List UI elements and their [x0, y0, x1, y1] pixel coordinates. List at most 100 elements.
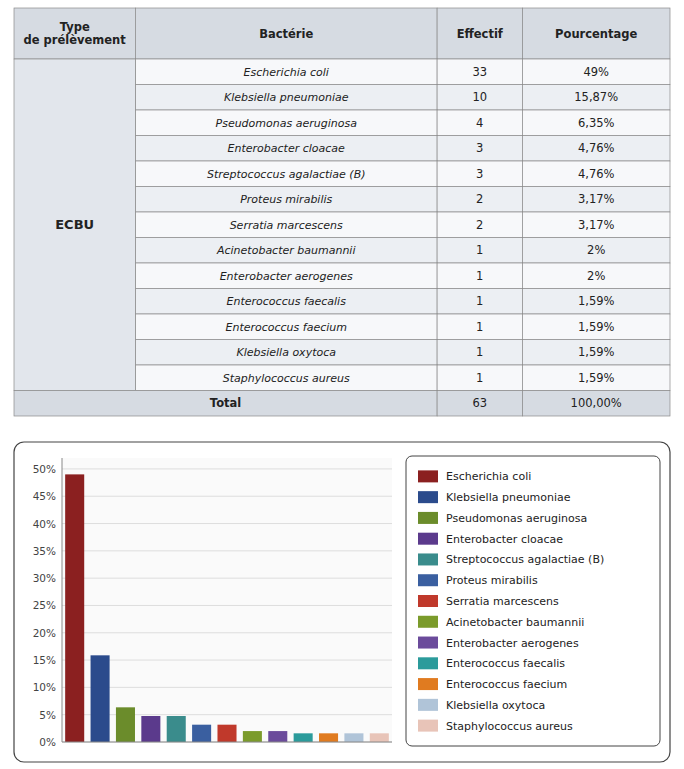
legend-label: Klebsiella oxytoca — [446, 699, 545, 712]
y-tick-label: 0% — [39, 736, 56, 748]
table-cell — [437, 161, 522, 187]
table-cell — [135, 212, 437, 238]
cell-text-line: 1,59% — [578, 371, 615, 385]
column-header: Typede prélèvement — [24, 20, 127, 48]
chart: 0%5%10%15%20%25%30%35%40%45%50%Escherich… — [14, 442, 670, 762]
cell-text-line: 2% — [587, 243, 605, 257]
cell-text-line: Serratia marcescens — [230, 219, 343, 232]
grid-line — [62, 578, 392, 579]
table-cell — [14, 391, 437, 417]
table-cell — [522, 59, 670, 85]
y-tick-label: 5% — [39, 709, 56, 721]
cell-text: Enterococcus faecium — [225, 321, 347, 334]
legend-swatch — [418, 699, 438, 711]
table-cell — [437, 212, 522, 238]
cell-text-line: 2 — [476, 218, 483, 232]
table-cell — [135, 85, 437, 111]
cell-text-line: 1 — [476, 243, 483, 257]
cell-text-line: 3,17% — [578, 218, 615, 232]
total-value: 63 — [472, 396, 487, 410]
cell-text-line: 2 — [476, 192, 483, 206]
cell-text-line: 1,59% — [578, 345, 615, 359]
table-cell — [522, 314, 670, 340]
table-cell — [437, 263, 522, 289]
grid-line — [62, 550, 392, 551]
table-cell — [135, 187, 437, 213]
page: Typede prélèvementBactérieEffectifPource… — [0, 0, 684, 769]
cell-text-line: 33 — [472, 65, 487, 79]
table-cell — [135, 8, 437, 59]
cell-text: 2% — [587, 269, 605, 283]
cell-text: 3 — [476, 141, 483, 155]
cell-text: 1 — [476, 320, 483, 334]
cell-text: 1 — [476, 371, 483, 385]
bar — [294, 733, 313, 742]
legend-box — [406, 456, 660, 746]
bar — [167, 716, 186, 742]
table-cell — [135, 314, 437, 340]
cell-text: 15,87% — [574, 90, 618, 104]
cell-text: 1 — [476, 269, 483, 283]
table-cell — [135, 238, 437, 264]
table-cell — [437, 136, 522, 162]
y-tick-label: 50% — [33, 463, 56, 475]
cell-text-line: Proteus mirabilis — [240, 193, 332, 206]
bar — [243, 731, 262, 742]
cell-text-line: Acinetobacter baumannii — [216, 244, 356, 257]
total-value: 100,00% — [571, 396, 622, 410]
cell-text-line: 1 — [476, 294, 483, 308]
cell-text: Streptococcus agalactiae (B) — [207, 168, 366, 181]
cell-text: 1,59% — [578, 371, 615, 385]
cell-text: 49% — [583, 65, 609, 79]
table-cell — [522, 212, 670, 238]
table-cell — [135, 340, 437, 366]
cell-text-line: Total — [210, 396, 241, 410]
legend-swatch — [418, 616, 438, 628]
y-tick-label: 30% — [33, 572, 56, 584]
legend-swatch — [418, 595, 438, 607]
cell-text: 1 — [476, 345, 483, 359]
bar — [217, 725, 236, 742]
cell-text-line: 1 — [476, 269, 483, 283]
table-cell — [437, 85, 522, 111]
table-cell — [437, 340, 522, 366]
table-cell — [522, 8, 670, 59]
bar — [344, 733, 363, 742]
table-cell — [135, 161, 437, 187]
cell-text: Proteus mirabilis — [240, 193, 332, 206]
cell-text: 6,35% — [578, 116, 615, 130]
cell-text-line: Klebsiella pneumoniae — [224, 91, 349, 104]
cell-text-line: 3 — [476, 141, 483, 155]
y-axis-line — [62, 458, 63, 742]
y-tick-label: 15% — [33, 654, 56, 666]
cell-text: 3,17% — [578, 192, 615, 206]
table-cell — [522, 263, 670, 289]
cell-text-line: 3,17% — [578, 192, 615, 206]
cell-text: 10 — [472, 90, 487, 104]
cell-text-line: Effectif — [457, 27, 504, 41]
cell-text: 3 — [476, 167, 483, 181]
cell-text-line: Enterococcus faecium — [225, 321, 347, 334]
cell-text-line: 100,00% — [571, 396, 622, 410]
cell-text: Pseudomonas aeruginosa — [216, 117, 358, 130]
table-cell — [522, 110, 670, 136]
bar — [192, 725, 211, 742]
cell-text-line: ECBU — [55, 217, 94, 232]
table-cell — [437, 110, 522, 136]
legend-swatch — [418, 657, 438, 669]
table-cell — [437, 314, 522, 340]
plot-background — [62, 458, 392, 742]
table-cell — [522, 340, 670, 366]
cell-text: 1 — [476, 294, 483, 308]
cell-text-line: Pourcentage — [555, 27, 637, 41]
legend: Escherichia coliKlebsiella pneumoniaePse… — [406, 456, 660, 746]
table-cell — [522, 391, 670, 417]
cell-text: Enterobacter aerogenes — [220, 270, 353, 283]
legend-swatch — [418, 574, 438, 586]
cell-text-line: 6,35% — [578, 116, 615, 130]
grid-line — [62, 496, 392, 497]
grid-line — [62, 468, 392, 469]
table-cell — [135, 263, 437, 289]
table-cell — [14, 59, 135, 391]
grid-line — [62, 660, 392, 661]
